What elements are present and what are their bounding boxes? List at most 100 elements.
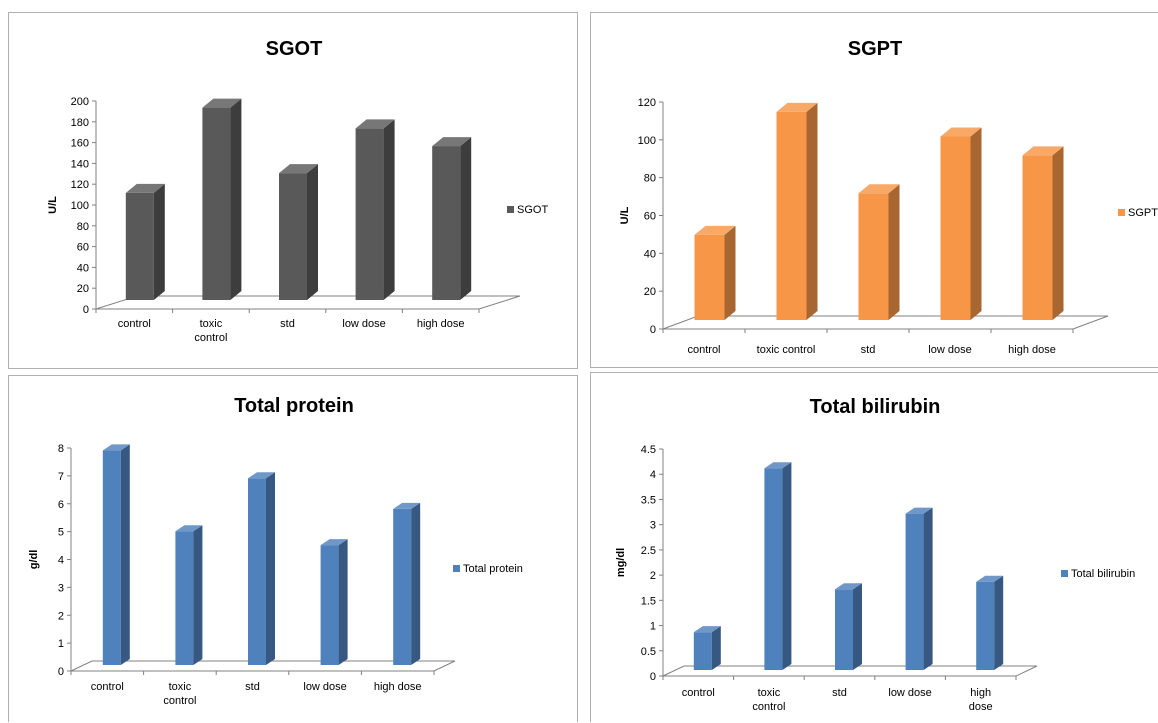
bar-control [125,183,165,300]
y-tick-label: 20 [77,283,89,295]
legend-swatch [507,206,514,213]
x-category-label: std [832,687,847,699]
legend: SGPT [1118,207,1158,219]
x-category-label: toxic [200,318,223,330]
x-category-label: toxic [758,687,781,699]
legend-label: Total bilirubin [1071,568,1135,580]
sgot-chart-panel: SGOT U/L 0 20 40 60 80 100 120 140 160 180 200 contro… [8,12,578,369]
bar-high-dose [976,575,1004,670]
legend-label: SGOT [517,204,548,216]
total-bilirubin-chart-panel: Total bilirubin mg/dl 0 0.5 1 1.5 2 2.5 3 3.5 4 4.5… [590,372,1158,722]
y-tick-label: 180 [71,117,89,129]
y-tick-label: 0 [650,671,656,683]
y-tick-label: 7 [58,471,64,483]
y-tick-label: 2.5 [641,545,656,557]
y-tick-label: 0 [650,324,656,336]
total-protein-chart-panel: Total protein g/dl 0 1 2 3 4 5 6 7 8 control toxic co… [8,375,578,722]
bar-control [102,444,130,665]
sgpt-chart-panel: SGPT U/L 0 20 40 60 80 100 120 control toxic contr… [590,12,1158,368]
y-tick-label: 3 [58,582,64,594]
y-tick-label: 1 [58,638,64,650]
y-tick-label: 20 [644,286,656,298]
x-category-label: control [163,695,196,707]
bar-std [279,164,318,300]
y-tick-label: 140 [71,158,89,170]
total-protein-chart-svg: Total protein g/dl 0 1 2 3 4 5 6 7 8 control toxic co… [28,395,523,707]
y-tick-label: 160 [71,138,89,150]
legend: Total bilirubin [1061,568,1135,580]
x-category-label: toxic [169,681,192,693]
sgot-chart-svg: SGOT U/L 0 20 40 60 80 100 120 140 160 180 200 contro… [47,38,548,344]
y-tick-label: 0 [58,666,64,678]
bar-high-dose [1022,146,1064,320]
x-category-label: toxic control [757,344,816,356]
bar-std [248,472,275,665]
legend-label: SGPT [1128,207,1158,219]
y-tick-label: 1 [650,621,656,633]
legend: SGOT [507,204,548,216]
chart-floor [70,660,456,672]
y-tick-label: 100 [638,135,656,147]
y-tick-label: 0.5 [641,646,656,658]
bar-toxic-control [175,525,203,665]
y-tick-label: 80 [644,173,656,185]
chart-floor [662,665,1038,677]
y-tick-label: 4 [650,469,656,481]
x-category-label: control [194,332,227,344]
chart-title: SGOT [266,38,323,60]
x-category-label: control [687,344,720,356]
y-tick-label: 1.5 [641,595,656,607]
x-category-label: high dose [417,318,465,330]
sgpt-chart-svg: SGPT U/L 0 20 40 60 80 100 120 control toxic contr… [619,38,1158,356]
y-axis-label: mg/dl [615,548,627,577]
y-tick-label: 2 [650,570,656,582]
bar-toxic-control [202,98,242,300]
chart-title: Total protein [234,395,354,417]
x-category-label: control [91,681,124,693]
x-category-label: low dose [342,318,385,330]
x-category-label: control [682,687,715,699]
bar-high-dose [393,502,421,665]
bar-control [694,225,736,320]
x-category-label: dose [969,701,993,713]
x-category-label: std [280,318,295,330]
y-axis-label: U/L [47,196,59,214]
x-category-label: high dose [1008,344,1056,356]
y-axis-label: U/L [619,206,631,224]
y-axis-label: g/dl [28,550,40,570]
legend-swatch [1061,570,1068,577]
y-tick-label: 4.5 [641,444,656,456]
chart-title: SGPT [848,38,902,60]
legend-swatch [1118,209,1125,216]
chart-floor [662,315,1109,330]
total-bilirubin-chart-svg: Total bilirubin mg/dl 0 0.5 1 1.5 2 2.5 3 3.5 4 4.5… [615,396,1135,713]
bar-toxic-control [776,102,818,321]
y-tick-label: 120 [638,97,656,109]
y-tick-label: 3 [650,520,656,532]
y-tick-label: 2 [58,610,64,622]
x-category-label: high dose [374,681,422,693]
bar-std [835,583,862,670]
y-tick-label: 0 [83,304,89,316]
y-tick-label: 40 [644,248,656,260]
bar-low-dose [905,507,933,670]
x-category-label: low dose [888,687,931,699]
x-category-label: high [970,687,991,699]
x-category-label: control [118,318,151,330]
x-category-label: control [752,701,785,713]
y-tick-label: 60 [77,242,89,254]
x-category-label: low dose [928,344,971,356]
y-tick-label: 4 [58,555,64,567]
bar-std [858,184,900,320]
y-tick-label: 60 [644,211,656,223]
legend-swatch [453,565,460,572]
bar-control [693,626,721,670]
y-tick-label: 80 [77,221,89,233]
y-tick-label: 100 [71,200,89,212]
y-tick-label: 5 [58,527,64,539]
bar-toxic-control [764,462,792,670]
bar-low-dose [320,539,348,665]
legend: Total protein [453,563,523,575]
x-category-label: std [245,681,260,693]
y-tick-label: 8 [58,443,64,455]
